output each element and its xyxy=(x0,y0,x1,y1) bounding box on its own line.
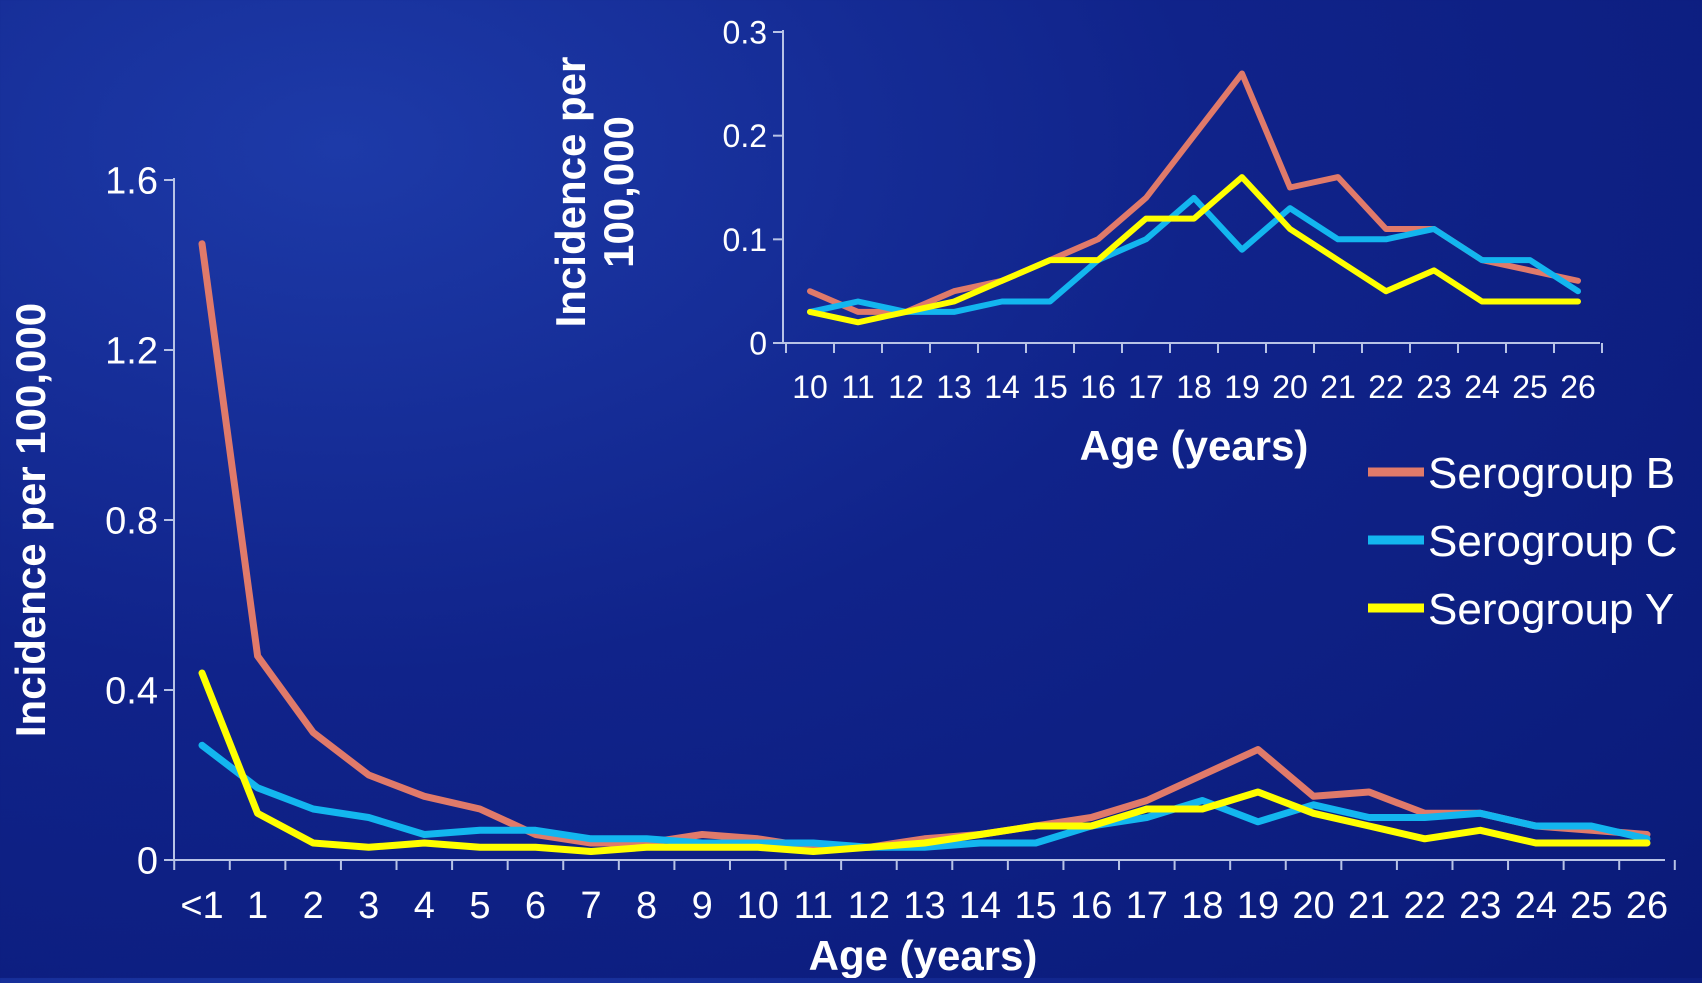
x-tick-label: 2 xyxy=(303,885,324,927)
x-tick-label: 25 xyxy=(1512,369,1548,405)
x-tick-label: 10 xyxy=(792,369,828,405)
legend: Serogroup B Serogroup C Serogroup Y xyxy=(1368,449,1677,634)
x-tick-label: 23 xyxy=(1459,885,1501,927)
series-line-serogroup-b xyxy=(807,70,1581,315)
x-tick-label: 11 xyxy=(841,369,874,405)
y-tick-label: 0.2 xyxy=(723,118,767,154)
x-tick-label: 20 xyxy=(1272,369,1308,405)
y-tick-label: 0.4 xyxy=(105,671,158,713)
x-tick-label: 13 xyxy=(936,369,972,405)
y-tick-label: 0.8 xyxy=(105,501,158,543)
x-tick-label: 20 xyxy=(1292,885,1334,927)
y-tick-label: 0.3 xyxy=(723,15,767,51)
main-chart: 00.40.81.21.6<1 1 2 3 4 5 6 7 8 9 10 11 12 13 14 15 16 17… xyxy=(7,161,1676,979)
x-tick-label: 22 xyxy=(1368,369,1404,405)
x-tick-label: 24 xyxy=(1464,369,1500,405)
x-tick-label: 15 xyxy=(1015,885,1057,927)
x-tick-label: 18 xyxy=(1176,369,1212,405)
series-line-serogroup-c xyxy=(198,741,1651,851)
x-tick-label: 10 xyxy=(737,885,779,927)
x-tick-label: 26 xyxy=(1626,885,1668,927)
series-line-serogroup-y xyxy=(198,669,1651,855)
x-tick-label: 12 xyxy=(848,885,890,927)
legend-label: Serogroup B xyxy=(1428,449,1675,498)
x-tick-label: 22 xyxy=(1404,885,1446,927)
legend-item-serogroup-b: Serogroup B xyxy=(1368,449,1675,498)
x-tick-label: 4 xyxy=(414,885,435,927)
x-axis-title: Age (years) xyxy=(809,932,1038,978)
series-line-serogroup-c xyxy=(807,194,1581,315)
y-tick-label: 0.1 xyxy=(723,222,767,258)
series-line-serogroup-b xyxy=(198,240,1651,851)
series-line-serogroup-y xyxy=(807,174,1581,326)
y-axis-title-line-1: Incidence per xyxy=(547,57,594,328)
x-tick-label: 16 xyxy=(1080,369,1116,405)
x-tick-label: 14 xyxy=(984,369,1020,405)
x-tick-label: 3 xyxy=(358,885,379,927)
x-tick-label: 14 xyxy=(959,885,1001,927)
legend-label: Serogroup C xyxy=(1428,517,1677,566)
inset-chart: 0 0.1 0.2 0.3 10 11 12 13 14 15 16 17 18 19 20 21 22 23 24… xyxy=(547,15,1603,469)
x-tick-label: 19 xyxy=(1224,369,1260,405)
legend-label: Serogroup Y xyxy=(1428,585,1674,634)
x-tick-label: 7 xyxy=(580,885,601,927)
x-tick-label: 26 xyxy=(1560,369,1596,405)
x-tick-label: 15 xyxy=(1032,369,1068,405)
x-tick-label: 17 xyxy=(1128,369,1164,405)
x-tick-label: 25 xyxy=(1570,885,1612,927)
y-axis-title: Incidence per100,000 xyxy=(547,57,642,328)
x-tick-label: <1 xyxy=(180,885,223,927)
x-tick-label: 11 xyxy=(794,885,833,927)
x-tick-label: 16 xyxy=(1070,885,1112,927)
x-tick-label: 5 xyxy=(469,885,490,927)
x-tick-label: 13 xyxy=(903,885,945,927)
x-tick-label: 18 xyxy=(1181,885,1223,927)
x-tick-label: 12 xyxy=(888,369,924,405)
x-tick-label: 21 xyxy=(1320,369,1356,405)
x-tick-label: 1 xyxy=(247,885,268,927)
x-tick-label: 8 xyxy=(636,885,657,927)
y-tick-label: 1.6 xyxy=(105,161,158,203)
y-tick-label: 1.2 xyxy=(105,331,158,373)
y-axis-title: Incidence per 100,000 xyxy=(7,303,54,737)
legend-item-serogroup-y: Serogroup Y xyxy=(1368,585,1674,634)
y-axis-title-line-2: 100,000 xyxy=(595,116,642,268)
x-tick-label: 21 xyxy=(1348,885,1390,927)
legend-item-serogroup-c: Serogroup C xyxy=(1368,517,1677,566)
x-tick-label: 23 xyxy=(1416,369,1452,405)
x-axis-title: Age (years) xyxy=(1080,422,1309,469)
x-tick-label: 9 xyxy=(692,885,713,927)
y-tick-label: 0 xyxy=(137,841,158,883)
x-tick-label: 17 xyxy=(1126,885,1168,927)
y-tick-label: 0 xyxy=(749,326,767,362)
x-tick-label: 24 xyxy=(1515,885,1557,927)
x-tick-label: 6 xyxy=(525,885,546,927)
x-tick-label: 19 xyxy=(1237,885,1279,927)
